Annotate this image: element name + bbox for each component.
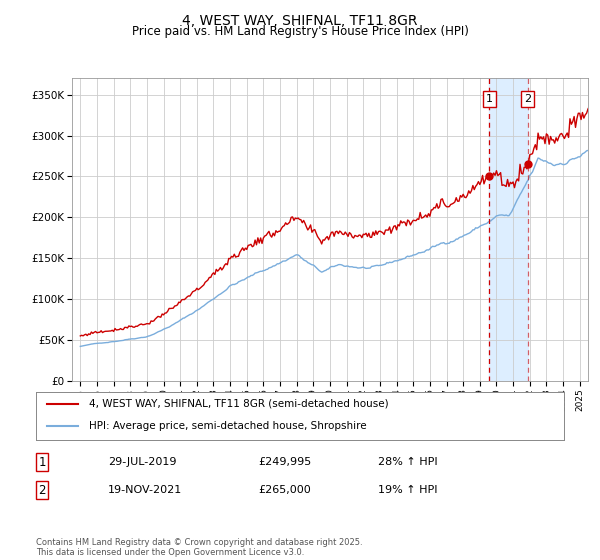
Text: 1: 1 [486,94,493,104]
Text: 19% ↑ HPI: 19% ↑ HPI [378,485,437,495]
Text: HPI: Average price, semi-detached house, Shropshire: HPI: Average price, semi-detached house,… [89,421,367,431]
Bar [489,78,528,381]
Text: 2: 2 [38,483,46,497]
Text: £265,000: £265,000 [258,485,311,495]
Text: 1: 1 [38,455,46,469]
Text: 4, WEST WAY, SHIFNAL, TF11 8GR: 4, WEST WAY, SHIFNAL, TF11 8GR [182,14,418,28]
Text: 4, WEST WAY, SHIFNAL, TF11 8GR (semi-detached house): 4, WEST WAY, SHIFNAL, TF11 8GR (semi-det… [89,399,388,409]
Text: 2: 2 [524,94,532,104]
Text: 19-NOV-2021: 19-NOV-2021 [108,485,182,495]
Text: 29-JUL-2019: 29-JUL-2019 [108,457,176,467]
Text: Price paid vs. HM Land Registry's House Price Index (HPI): Price paid vs. HM Land Registry's House … [131,25,469,38]
Text: 28% ↑ HPI: 28% ↑ HPI [378,457,437,467]
Text: £249,995: £249,995 [258,457,311,467]
Text: Contains HM Land Registry data © Crown copyright and database right 2025.
This d: Contains HM Land Registry data © Crown c… [36,538,362,557]
